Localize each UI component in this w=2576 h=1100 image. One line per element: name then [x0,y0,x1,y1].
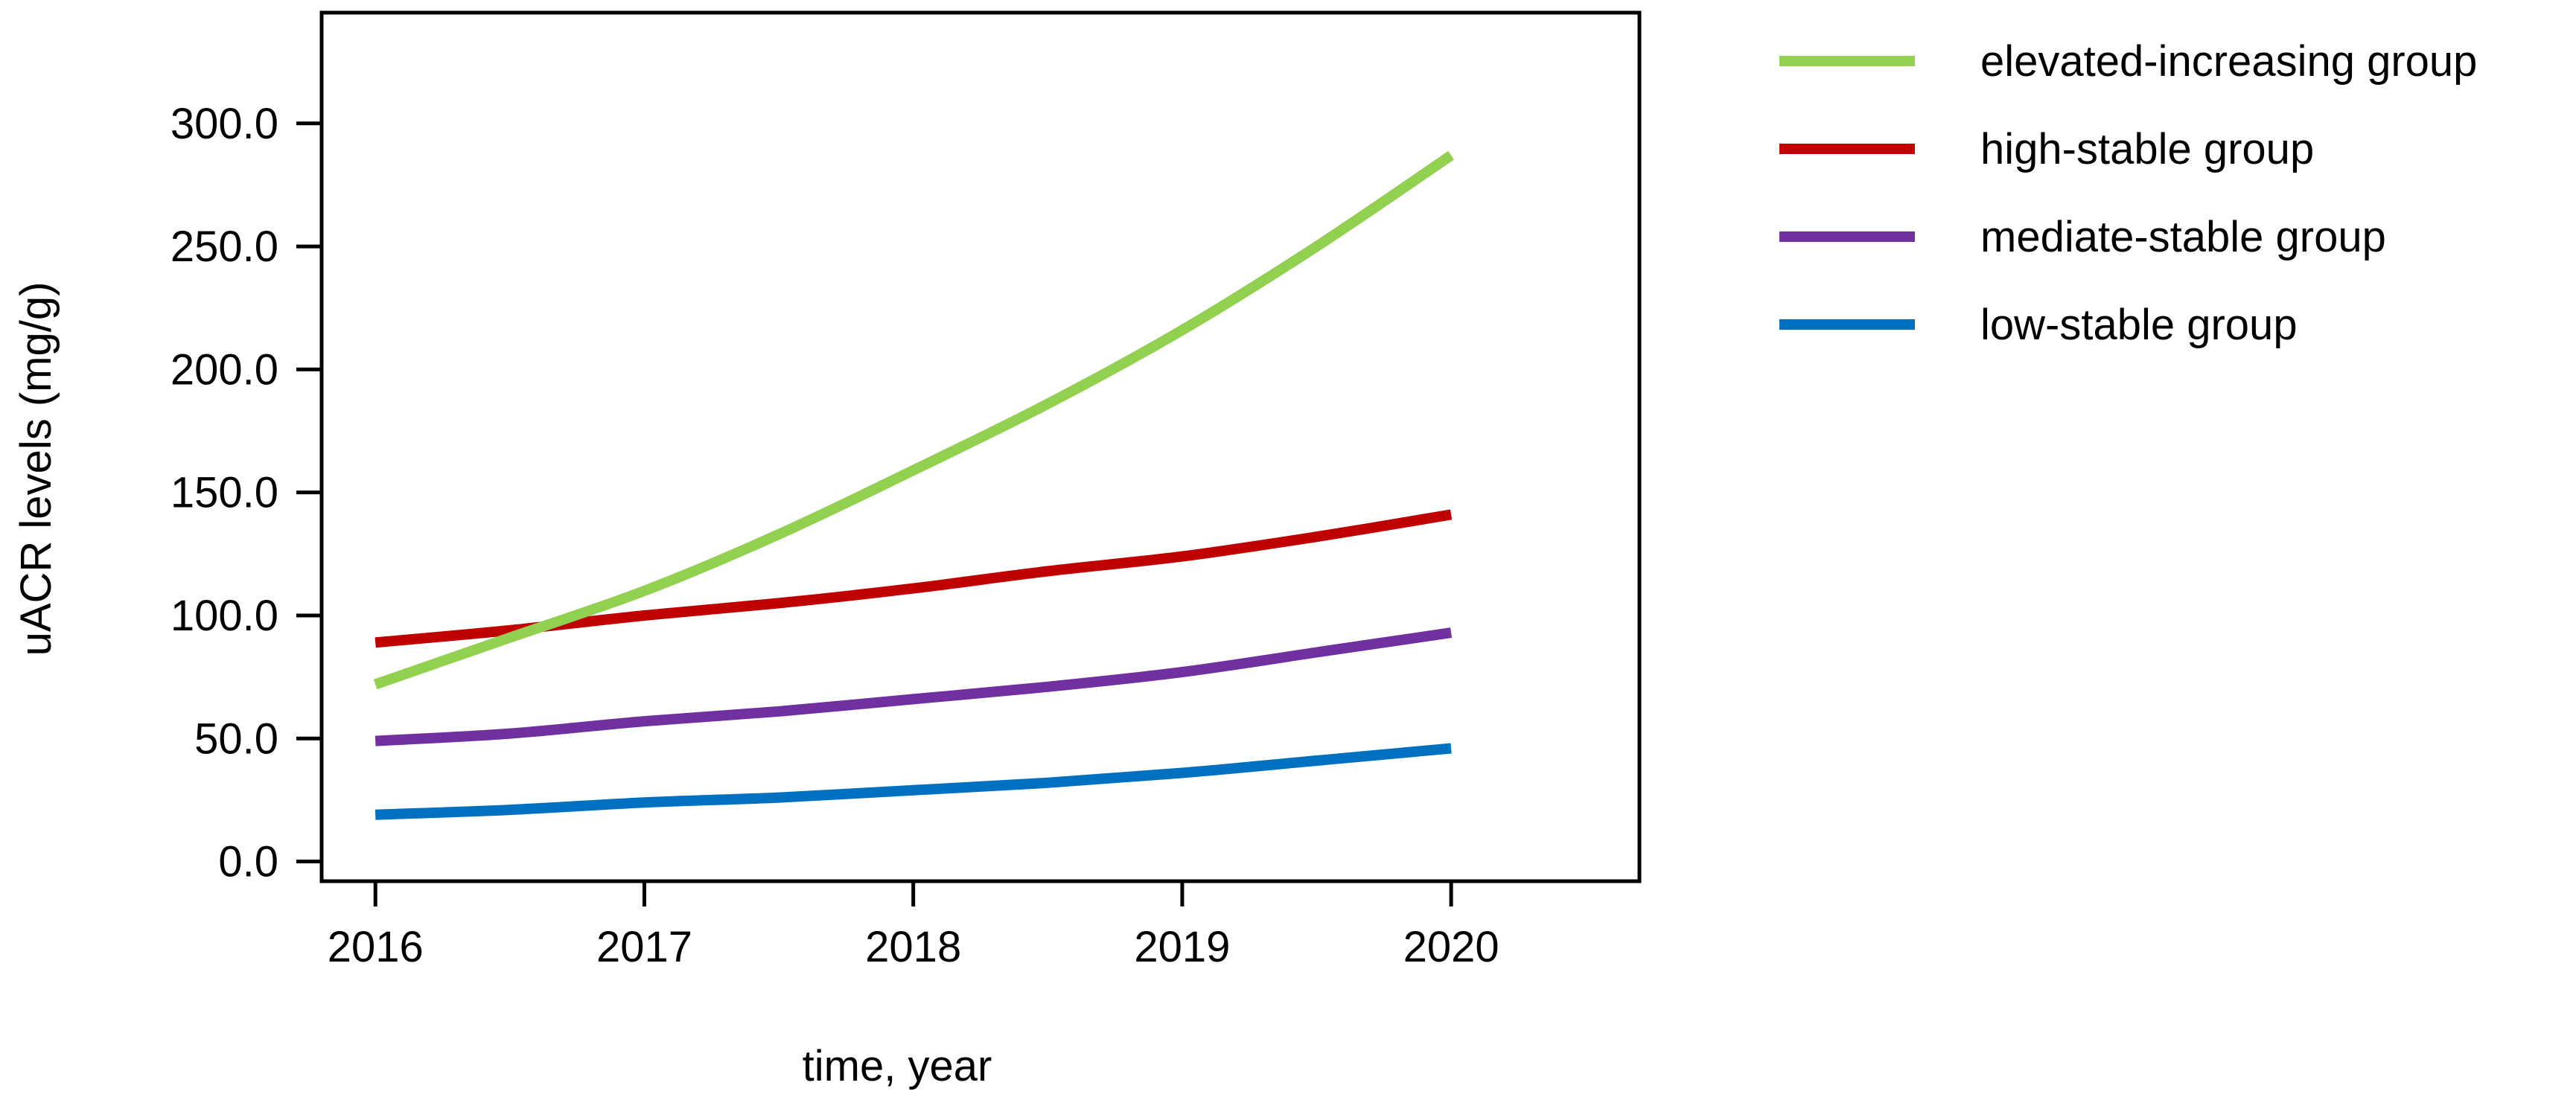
y-tick-label: 0.0 [218,838,278,886]
legend-label-1: elevated-increasing group [1980,37,2477,86]
legend-label-4: low-stable group [1980,301,2298,349]
legend: elevated-increasing group high-stable gro… [1779,37,2477,349]
x-axis: 2016 2017 2018 2019 2020 [328,881,1499,971]
y-tick-label: 250.0 [170,223,278,271]
y-tick-label: 300.0 [170,100,278,148]
x-tick-label: 2019 [1134,923,1230,971]
series-lines [373,150,1455,820]
x-tick-label: 2018 [865,923,961,971]
y-tick-label: 100.0 [170,592,278,640]
y-axis: 0.0 50.0 100.0 150.0 200.0 250.0 300.0 [170,100,322,886]
y-tick-label: 50.0 [194,714,278,763]
series-line-1 [373,150,1455,690]
y-tick-label: 150.0 [170,469,278,517]
x-tick-label: 2020 [1403,923,1499,971]
plot-frame [319,10,1642,883]
x-tick-label: 2017 [596,923,692,971]
legend-label-3: mediate-stable group [1980,213,2386,261]
x-axis-title: time, year [803,1042,992,1090]
x-tick-label: 2016 [328,923,424,971]
series-line-4 [374,743,1452,820]
y-tick-label: 200.0 [170,345,278,394]
legend-label-2: high-stable group [1980,125,2314,173]
series-line-3 [374,627,1453,746]
y-axis-title: uACR levels (mg/g) [12,282,60,656]
